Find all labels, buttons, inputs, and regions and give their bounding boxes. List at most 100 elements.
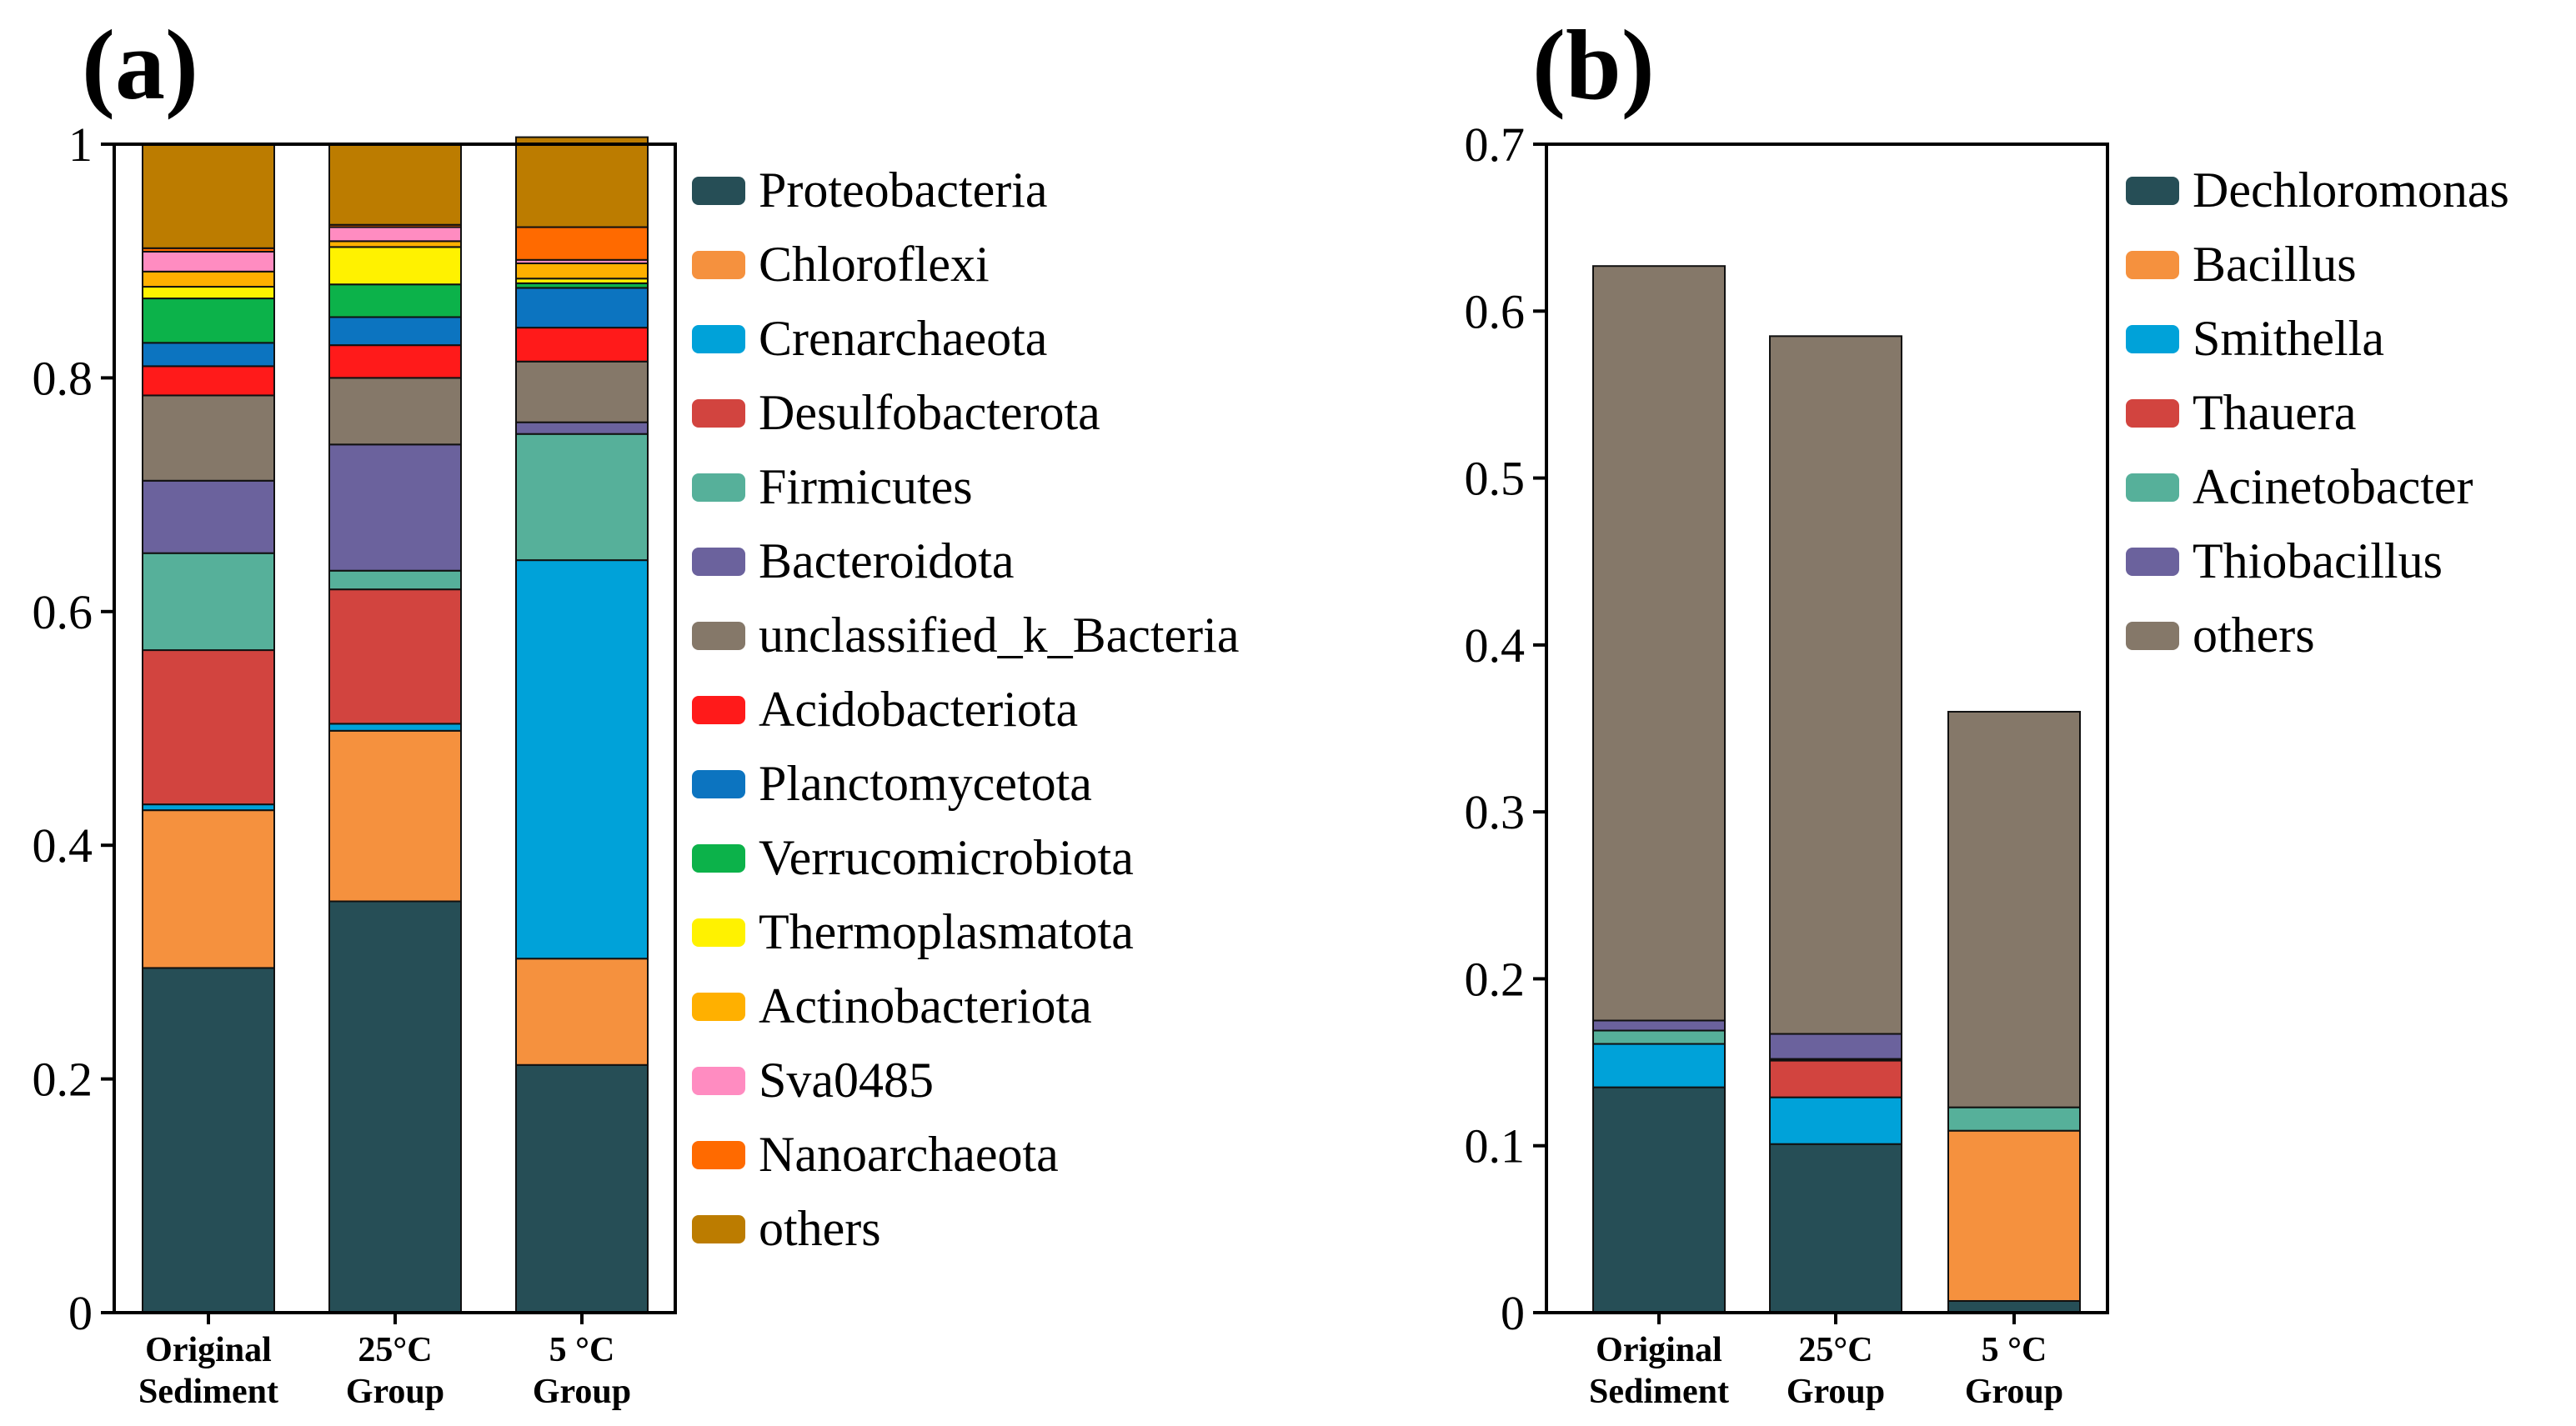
bar-segment-sva0485-0 xyxy=(142,250,275,273)
panel-b-plot-frame xyxy=(1545,143,2109,1314)
bar-segment-dechloromonas-1 xyxy=(1769,1143,1902,1313)
legend-label-thermoplasmatota: Thermoplasmatota xyxy=(759,904,1134,959)
legend-swatch-nanoarchaeota xyxy=(692,1141,745,1169)
legend-swatch-thermoplasmatota xyxy=(692,918,745,947)
panel-a-chart: (a) 0 0.2 0.4 0.6 0.8 1 Original Sediment 25°C G… xyxy=(33,9,1240,1411)
bar-segment-verrucomicrobiota-0 xyxy=(142,298,275,344)
bar-segment-thiobacillus-1 xyxy=(1769,1033,1902,1060)
legend-swatch-others xyxy=(2126,622,2179,650)
legend-swatch-thiobacillus xyxy=(2126,548,2179,576)
bar-segment-acinetobacter-0 xyxy=(1592,1029,1726,1045)
y-tick-label: 0.7 xyxy=(1465,118,1526,172)
legend-swatch-sva0485 xyxy=(692,1067,745,1095)
legend-swatch-firmicutes xyxy=(692,473,745,502)
y-tick-label: 0.8 xyxy=(33,351,93,405)
y-tick-label: 0.3 xyxy=(1465,785,1526,839)
x-category-label: Group xyxy=(1787,1373,1885,1411)
bar-segment-desulfobacterota-0 xyxy=(142,649,275,806)
bar-segment-proteobacteria-0 xyxy=(142,967,275,1314)
bar-segment-smithella-1 xyxy=(1769,1096,1902,1145)
x-category-label: Group xyxy=(1965,1373,2063,1411)
bar-segment-chloroflexi-1 xyxy=(328,729,462,903)
legend-swatch-chloroflexi xyxy=(692,251,745,279)
legend-label-verrucomicrobiota: Verrucomicrobiota xyxy=(759,830,1134,885)
x-category-label: Sediment xyxy=(1589,1373,1729,1411)
bar-segment-proteobacteria-2 xyxy=(515,1063,649,1313)
bar-segment-thauera-1 xyxy=(1769,1059,1902,1098)
bar-segment-unclassified-k-bacteria-0 xyxy=(142,394,275,482)
bar-segment-acidobacteriota-0 xyxy=(142,365,275,397)
bar-segment-firmicutes-0 xyxy=(142,552,275,652)
bar-segment-planctomycetota-1 xyxy=(328,316,462,347)
bar-segment-thermoplasmatota-1 xyxy=(328,246,462,286)
panel-a-legend: Proteobacteria Chloroflexi Crenarchaeota De… xyxy=(692,163,1239,1256)
y-tick-label: 0 xyxy=(68,1286,93,1340)
x-category-label: 25°C xyxy=(358,1331,432,1369)
legend-swatch-unclassified-k-bacteria xyxy=(692,622,745,650)
legend-label-actinobacteriota: Actinobacteriota xyxy=(759,978,1092,1033)
panel-a-label: (a) xyxy=(82,9,198,120)
bar-segment-unclassified-k-bacteria-1 xyxy=(328,377,462,446)
legend-swatch-acinetobacter xyxy=(2126,473,2179,502)
legend-label-bacillus: Bacillus xyxy=(2193,237,2357,292)
legend-swatch-verrucomicrobiota xyxy=(692,844,745,873)
bar-segment-unclassified-k-bacteria-2 xyxy=(515,360,649,423)
bar-segment-dechloromonas-2 xyxy=(1947,1299,2081,1313)
legend-swatch-bacteroidota xyxy=(692,548,745,576)
y-tick-label: 0.6 xyxy=(1465,284,1526,338)
y-tick-label: 1 xyxy=(68,118,93,172)
legend-label-others: others xyxy=(759,1201,881,1256)
panel-a-x-axis: Original Sediment 25°C Group 5 °C Group xyxy=(138,1313,631,1411)
panel-a-y-axis: 0 0.2 0.4 0.6 0.8 1 xyxy=(33,118,114,1340)
legend-swatch-actinobacteriota xyxy=(692,993,745,1021)
bar-segment-others-0 xyxy=(142,143,275,249)
x-category-label: Original xyxy=(145,1331,272,1369)
panel-b-chart: (b) 0 0.1 0.2 0.3 0.4 0.5 0.6 0.7 Original Sedim… xyxy=(1465,9,2509,1411)
bar-segment-others-2 xyxy=(515,136,649,228)
x-category-label: Group xyxy=(533,1373,631,1411)
legend-label-chloroflexi: Chloroflexi xyxy=(759,237,990,292)
bar-segment-chloroflexi-2 xyxy=(515,958,649,1066)
bar-segment-verrucomicrobiota-1 xyxy=(328,283,462,318)
x-category-label: Original xyxy=(1596,1331,1722,1369)
bar-segment-crenarchaeota-2 xyxy=(515,559,649,960)
panel-b-bars xyxy=(1592,265,2081,1313)
bar-segment-acinetobacter-2 xyxy=(1947,1106,2081,1132)
legend-label-dechloromonas: Dechloromonas xyxy=(2193,163,2509,218)
legend-label-thauera: Thauera xyxy=(2193,385,2357,440)
legend-label-smithella: Smithella xyxy=(2193,311,2384,366)
bar-segment-smithella-0 xyxy=(1592,1043,1726,1088)
bar-segment-planctomycetota-2 xyxy=(515,287,649,329)
y-tick-label: 0.2 xyxy=(1465,952,1526,1006)
legend-swatch-dechloromonas xyxy=(2126,177,2179,205)
legend-swatch-planctomycetota xyxy=(692,770,745,798)
y-tick-label: 0.5 xyxy=(1465,452,1526,506)
legend-label-sva0485: Sva0485 xyxy=(759,1053,934,1108)
bar-segment-others-1 xyxy=(328,143,462,226)
bar-segment-others-0 xyxy=(1592,265,1726,1022)
y-tick-label: 0.4 xyxy=(1465,618,1526,673)
legend-label-proteobacteria: Proteobacteria xyxy=(759,163,1048,218)
y-tick-label: 0.1 xyxy=(1465,1119,1526,1173)
legend-label-unclassified-k-bacteria: unclassified_k_Bacteria xyxy=(759,608,1239,663)
bar-segment-nanoarchaeota-2 xyxy=(515,226,649,261)
bar-segment-bacillus-2 xyxy=(1947,1129,2081,1302)
y-tick-label: 0.6 xyxy=(33,585,93,639)
x-category-label: Sediment xyxy=(138,1373,278,1411)
y-tick-label: 0.2 xyxy=(33,1053,93,1107)
legend-label-acinetobacter: Acinetobacter xyxy=(2193,459,2473,514)
panel-b-x-axis: Original Sediment 25°C Group 5 °C Group xyxy=(1589,1313,2063,1411)
legend-label-bacteroidota: Bacteroidota xyxy=(759,533,1015,588)
legend-swatch-proteobacteria xyxy=(692,177,745,205)
panel-b-label: (b) xyxy=(1532,9,1655,120)
legend-label-others: others xyxy=(2193,608,2315,663)
legend-label-crenarchaeota: Crenarchaeota xyxy=(759,311,1047,366)
legend-label-firmicutes: Firmicutes xyxy=(759,459,973,514)
legend-swatch-crenarchaeota xyxy=(692,325,745,353)
bar-segment-crenarchaeota-0 xyxy=(142,803,275,812)
bar-segment-thermoplasmatota-0 xyxy=(142,286,275,300)
bar-segment-actinobacteriota-2 xyxy=(515,263,649,280)
panel-b-legend: Dechloromonas Bacillus Smithella Thauera Aci… xyxy=(2126,163,2509,663)
bar-segment-dechloromonas-0 xyxy=(1592,1086,1726,1313)
